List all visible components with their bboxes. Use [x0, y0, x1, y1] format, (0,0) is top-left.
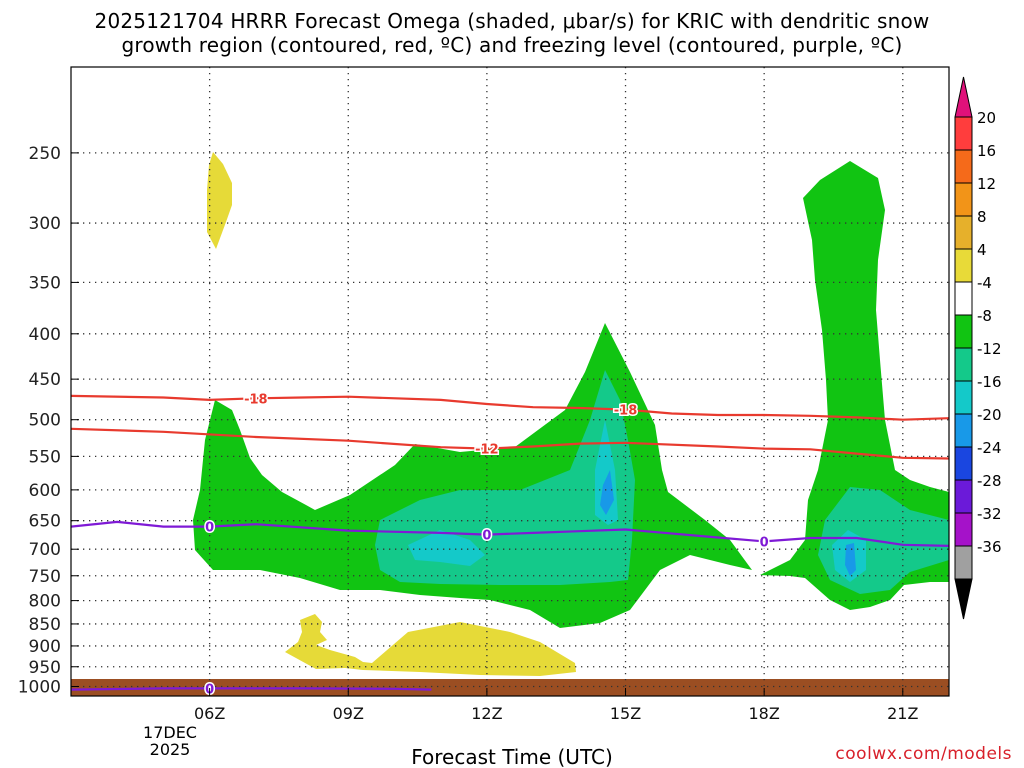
coolwx-credit: coolwx.com/models — [835, 744, 1012, 764]
shade-positive-4-lower — [285, 614, 576, 676]
colorbar-label-4: 4 — [977, 241, 987, 259]
colorbar-label-12: -32 — [977, 505, 1002, 523]
colorbar-swatch-8 — [954, 380, 973, 415]
y-tick-label-650: 650 — [29, 512, 61, 532]
chart-title-line-1: 2025121704 HRRR Forecast Omega (shaded, … — [94, 9, 930, 33]
colorbar-swatch-4 — [954, 248, 973, 283]
contour-label-2-0: 0 — [205, 521, 214, 536]
colorbar-label-1: 16 — [977, 142, 996, 160]
y-tick-label-850: 850 — [29, 615, 61, 635]
contour-line-2 — [70, 520, 950, 547]
x-tick-label-06Z: 06Z — [194, 704, 225, 723]
contour-line-1 — [70, 427, 950, 460]
colorbar-swatch-1 — [954, 149, 973, 184]
contour-label-0-1: -18 — [614, 404, 638, 419]
colorbar-bottom-arrow — [954, 578, 973, 620]
x-tick-label-18Z: 18Z — [748, 704, 779, 723]
y-tick-label-900: 900 — [29, 637, 61, 657]
colorbar-label-8: -16 — [977, 373, 1002, 391]
colorbar-label-5: -4 — [977, 274, 992, 292]
colorbar-label-3: 8 — [977, 208, 987, 226]
colorbar-swatch-11 — [954, 479, 973, 514]
colorbar-swatch-6 — [954, 314, 973, 349]
y-tick-label-250: 250 — [29, 144, 61, 164]
y-tick-label-1000: 1000 — [18, 677, 61, 697]
colorbar-swatch-13 — [954, 545, 973, 580]
omega-colorbar: 20 16 12 8 4 -4 -8 -12 -16 -20 -24 -28 -32 -36 — [954, 76, 1002, 620]
y-tick-label-300: 300 — [29, 214, 61, 234]
y-tick-label-450: 450 — [29, 370, 61, 390]
colorbar-label-10: -24 — [977, 439, 1002, 457]
x-tick-label-15Z: 15Z — [610, 704, 641, 723]
date-label-day: 17DEC — [143, 723, 197, 742]
colorbar-label-0: 20 — [977, 109, 996, 127]
y-tick-label-750: 750 — [29, 567, 61, 587]
pressure-axis: 2503003504004505005506006507007508008509… — [18, 144, 79, 697]
colorbar-label-9: -20 — [977, 406, 1002, 424]
y-tick-label-550: 550 — [29, 447, 61, 467]
colorbar-label-7: -12 — [977, 340, 1002, 358]
x-tick-label-09Z: 09Z — [333, 704, 364, 723]
shade-negative-4-right — [760, 161, 949, 610]
plot-frame — [70, 66, 950, 697]
shade-positive-4-upper — [207, 152, 232, 249]
colorbar-swatch-3 — [954, 215, 973, 250]
colorbar-swatch-9 — [954, 413, 973, 448]
y-tick-label-350: 350 — [29, 273, 61, 293]
contour-label-0-0: -18 — [244, 392, 268, 407]
contour-label-2-1: 0 — [482, 529, 491, 544]
omega-shading — [71, 152, 949, 696]
colorbar-label-6: -8 — [977, 307, 992, 325]
colorbar-swatch-0 — [954, 116, 973, 151]
y-tick-label-700: 700 — [29, 540, 61, 560]
x-tick-label-21Z: 21Z — [887, 704, 918, 723]
colorbar-swatch-5 — [954, 281, 973, 316]
colorbar-top-arrow — [954, 76, 973, 118]
x-axis-title: Forecast Time (UTC) — [411, 745, 613, 768]
colorbar-label-13: -36 — [977, 538, 1002, 556]
y-tick-label-950: 950 — [29, 658, 61, 678]
shade-negative-16-core-b — [600, 470, 614, 515]
y-tick-label-500: 500 — [29, 411, 61, 431]
colorbar-label-2: 12 — [977, 175, 996, 193]
contour-label-1-0: -12 — [475, 443, 499, 458]
contour-label-2-2: 0 — [760, 535, 769, 550]
chart-title-line-2: growth region (contoured, red, ºC) and f… — [121, 33, 903, 57]
colorbar-swatch-2 — [954, 182, 973, 217]
shade-negative-12-core-a — [408, 530, 485, 566]
colorbar-swatch-10 — [954, 446, 973, 481]
chart-grid — [71, 67, 949, 696]
y-tick-label-400: 400 — [29, 325, 61, 345]
colorbar-label-11: -28 — [977, 472, 1002, 490]
colorbar-swatch-7 — [954, 347, 973, 382]
x-tick-label-12Z: 12Z — [471, 704, 502, 723]
shade-negative-16-core-c — [845, 543, 856, 576]
y-tick-label-600: 600 — [29, 481, 61, 501]
y-tick-label-800: 800 — [29, 592, 61, 612]
contour-line-0 — [70, 394, 950, 421]
colorbar-swatch-12 — [954, 512, 973, 547]
date-label-year: 2025 — [150, 740, 191, 759]
ground-surface — [71, 679, 949, 696]
time-axis: 17DEC 2025 06Z 09Z 12Z 15Z 18Z 21Z — [143, 688, 918, 759]
contour-line-3 — [70, 687, 432, 691]
